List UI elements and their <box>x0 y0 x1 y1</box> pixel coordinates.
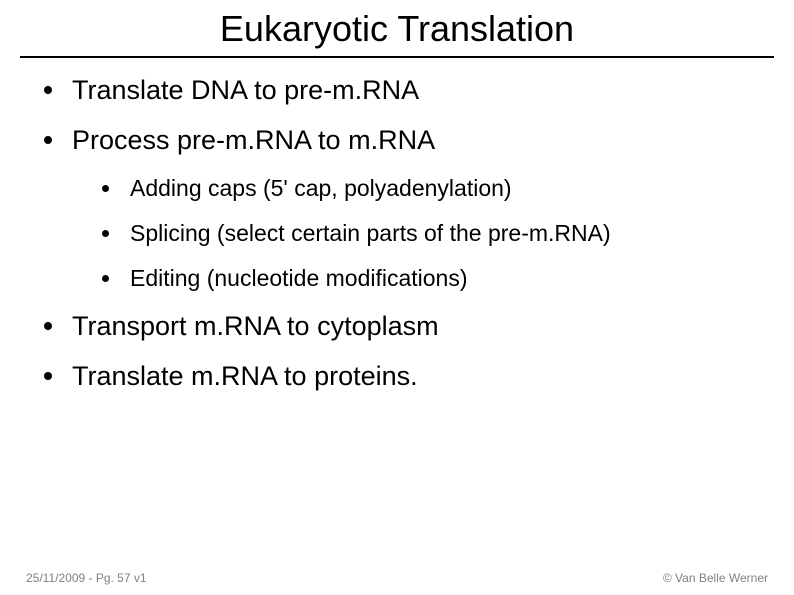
content-area: Translate DNA to pre-m.RNA Process pre-m… <box>0 58 794 395</box>
footer-right: © Van Belle Werner <box>663 571 768 585</box>
slide-title: Eukaryotic Translation <box>20 8 774 50</box>
list-item: Process pre-m.RNA to m.RNA Adding caps (… <box>38 122 756 294</box>
list-item-label: Process pre-m.RNA to m.RNA <box>72 125 435 155</box>
list-item: Adding caps (5' cap, polyadenylation) <box>96 173 756 204</box>
sub-bullet-list: Adding caps (5' cap, polyadenylation) Sp… <box>72 173 756 294</box>
title-container: Eukaryotic Translation <box>20 0 774 58</box>
list-item: Splicing (select certain parts of the pr… <box>96 218 756 249</box>
slide: Eukaryotic Translation Translate DNA to … <box>0 0 794 595</box>
list-item: Translate DNA to pre-m.RNA <box>38 72 756 108</box>
list-item: Transport m.RNA to cytoplasm <box>38 308 756 344</box>
list-item: Translate m.RNA to proteins. <box>38 358 756 394</box>
footer: 25/11/2009 - Pg. 57 v1 © Van Belle Werne… <box>0 571 794 585</box>
bullet-list: Translate DNA to pre-m.RNA Process pre-m… <box>38 72 756 395</box>
list-item: Editing (nucleotide modifications) <box>96 263 756 294</box>
footer-left: 25/11/2009 - Pg. 57 v1 <box>26 571 147 585</box>
